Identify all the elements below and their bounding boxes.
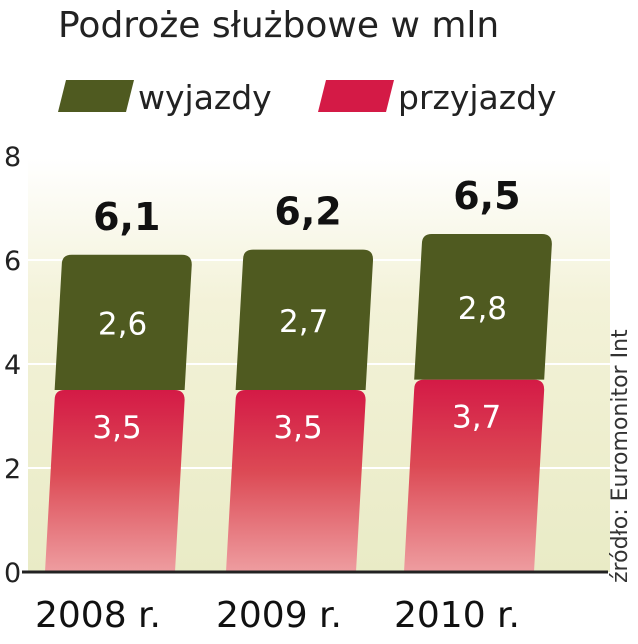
bar-segment-wyjazdy <box>235 249 374 390</box>
legend-label-przyjazdy: przyjazdy <box>398 78 557 117</box>
x-tick-label: 2008 r. <box>35 595 161 636</box>
y-tick-label: 4 <box>4 350 21 381</box>
x-tick-label: 2010 r. <box>394 595 520 636</box>
data-label-wyjazdy: 2,6 <box>98 306 147 342</box>
data-label-wyjazdy: 2,7 <box>279 304 328 340</box>
data-label-przyjazdy: 3,5 <box>92 410 141 446</box>
data-label-wyjazdy: 2,8 <box>458 291 507 327</box>
y-tick-label: 6 <box>4 246 21 277</box>
total-labels: 6,1 6,2 6,5 <box>93 174 520 239</box>
total-label: 6,2 <box>274 190 341 234</box>
legend-swatch-wyjazdy <box>58 80 134 112</box>
total-label: 6,5 <box>453 174 520 218</box>
chart-title: Podroże służbowe w mln <box>58 5 499 46</box>
total-label: 6,1 <box>93 195 160 239</box>
data-label-przyjazdy: 3,7 <box>452 400 501 436</box>
data-label-przyjazdy: 3,5 <box>273 410 322 446</box>
bar-segment-wyjazdy <box>414 234 552 380</box>
y-axis: 0 2 4 6 8 <box>4 142 21 589</box>
bar-segment-przyjazdy <box>45 390 185 572</box>
y-tick-label: 2 <box>4 454 21 485</box>
y-tick-label: 0 <box>4 558 21 589</box>
x-axis: 2008 r. 2009 r. 2010 r. <box>35 595 520 636</box>
x-tick-label: 2009 r. <box>216 595 342 636</box>
bars: 3,5 2,6 3,5 2,7 3,7 2,8 <box>45 234 552 572</box>
legend: wyjazdy przyjazdy <box>58 78 557 117</box>
legend-swatch-przyjazdy <box>318 80 394 112</box>
bar-segment-przyjazdy <box>404 379 545 572</box>
bar-segment-przyjazdy <box>226 390 366 572</box>
y-tick-label: 8 <box>4 142 21 173</box>
bar-segment-wyjazdy <box>54 254 192 390</box>
legend-label-wyjazdy: wyjazdy <box>138 78 272 117</box>
source-note: źródło: Euromonitor Int <box>608 329 633 583</box>
